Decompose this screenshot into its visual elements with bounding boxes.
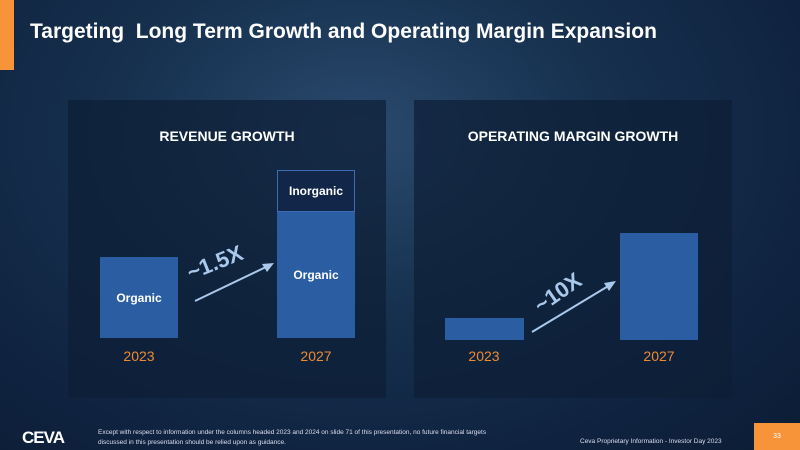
page-number: 33 [754, 423, 800, 450]
proprietary-notice: Ceva Proprietary Information - Investor … [580, 438, 722, 445]
year-label: 2023 [468, 348, 500, 364]
ceva-logo: CEVA [22, 428, 65, 447]
bar-2023 [445, 318, 524, 340]
bar-2023-organic: Organic [100, 257, 178, 338]
bar-2027-inorganic: Inorganic [277, 170, 355, 212]
year-label: 2027 [300, 348, 332, 364]
panel-title: OPERATING MARGIN GROWTH [467, 128, 679, 144]
bar-2027 [620, 233, 698, 340]
year-label: 2023 [123, 348, 155, 364]
accent-bar [0, 0, 14, 70]
operating-margin-panel: OPERATING MARGIN GROWTH 2023 2027 ~10X [414, 100, 732, 398]
disclaimer: Except with respect to information under… [98, 428, 486, 448]
disclaimer-line: discussed in this presentation should be… [98, 439, 286, 446]
growth-arrow-icon [194, 263, 274, 302]
bar-2027-organic: Organic [277, 212, 355, 338]
panel-title: REVENUE GROWTH [159, 128, 295, 144]
disclaimer-line: Except with respect to information under… [98, 429, 487, 436]
growth-arrow-icon [531, 281, 616, 333]
year-label: 2027 [643, 348, 675, 364]
revenue-growth-panel: REVENUE GROWTH Organic Inorganic Organic… [68, 100, 386, 398]
slide-title: Targeting Long Term Growth and Operating… [30, 20, 657, 43]
